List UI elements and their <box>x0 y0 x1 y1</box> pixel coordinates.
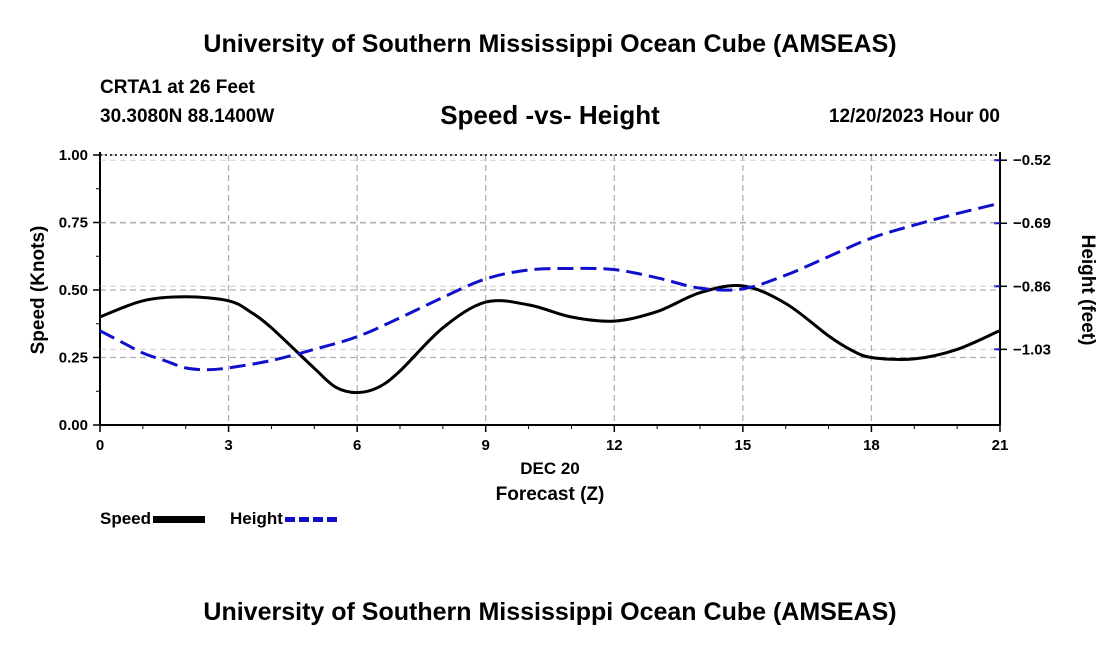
date-hour-label: 12/20/2023 Hour 00 <box>828 106 1000 127</box>
series-line-height <box>99 201 1001 372</box>
chart-title: Speed -vs- Height <box>440 100 660 130</box>
x-tick-label: 15 <box>735 437 752 454</box>
x-axis-date-label: DEC 20 <box>520 459 580 478</box>
x-tick-label: 18 <box>863 437 880 454</box>
y-left-tick-label: 1.00 <box>59 147 88 164</box>
y-right-axis-title: Height (feet) <box>1077 235 1098 346</box>
x-tick-label: 9 <box>482 437 490 454</box>
legend-speed-label: Speed <box>100 509 152 528</box>
y-left-tick-label: 0.00 <box>59 417 88 434</box>
series-line-speed <box>99 283 1001 395</box>
x-tick-label: 6 <box>353 437 361 454</box>
footer-title: University of Southern Mississippi Ocean… <box>203 598 897 626</box>
legend-height-label: Height <box>230 509 283 528</box>
y-right-tick-label: −1.03 <box>1013 341 1051 358</box>
y-right-tick-label: −0.52 <box>1013 152 1051 169</box>
x-tick-label: 3 <box>224 437 232 454</box>
page-title: University of Southern Mississippi Ocean… <box>203 30 897 58</box>
y-left-tick-label: 0.25 <box>59 350 88 367</box>
coordinates-label: 30.3080N 88.1400W <box>100 106 275 127</box>
y-left-axis-title: Speed (Knots) <box>28 226 49 355</box>
legend-height: Height <box>230 509 337 529</box>
y-left-tick-label: 0.75 <box>59 215 88 232</box>
legend-speed: Speed <box>100 509 206 529</box>
x-tick-label: 0 <box>96 437 104 454</box>
legend-height-swatch <box>284 516 337 522</box>
y-right-tick-label: −0.69 <box>1013 215 1051 232</box>
legend-speed-swatch <box>153 515 206 523</box>
x-tick-label: 12 <box>606 437 623 454</box>
y-left-tick-label: 0.50 <box>59 282 88 299</box>
y-right-tick-label: −0.86 <box>1013 278 1051 295</box>
station-label: CRTA1 at 26 Feet <box>100 77 255 98</box>
x-tick-label: 21 <box>992 437 1009 454</box>
x-axis-title: Forecast (Z) <box>496 484 605 505</box>
